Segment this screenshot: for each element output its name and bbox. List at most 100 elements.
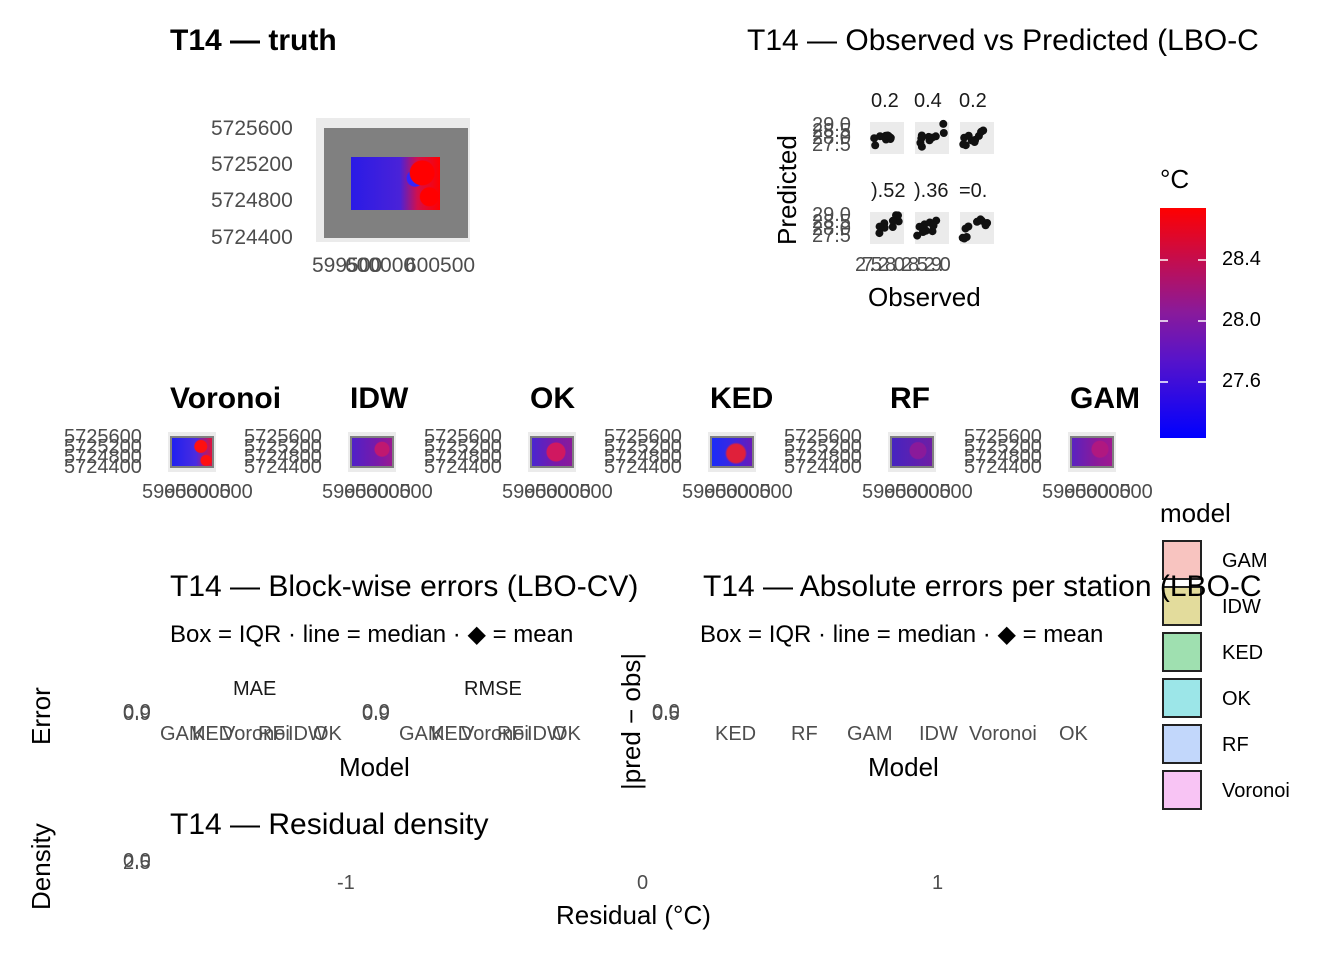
model-map-y-tick: 5725200 [604,436,682,458]
density-x-tick: 1 [932,872,944,894]
model-map-title: IDW [350,382,409,415]
truth-x-tick: 599500 [312,254,383,277]
legend-title: model [1160,498,1231,528]
blockwise-x-tick: RF [258,723,285,745]
model-map-y-tick: 5724400 [424,456,502,478]
abs-errors-x-tick: RF [791,723,818,745]
model-map-y-tick: 5724800 [964,446,1042,468]
blockwise-facet-rmse: RMSE [464,678,522,700]
scatter-point [875,229,884,238]
model-map-y-tick: 5725200 [64,436,142,458]
model-map-y-tick: 5724400 [964,456,1042,478]
obs-pred-x-ticks: 27.528.028.529.0 [855,254,951,276]
truth-y-tick: 5725600 [211,117,293,140]
scatter-point [871,141,880,150]
abs-errors-x-tick: Voronoi [969,723,1037,745]
model-map-title: GAM [1070,382,1140,415]
obs-pred-title: T14 — Observed vs Predicted (LBO-C [747,24,1259,57]
model-map-x-tick: 600000 [344,481,411,503]
legend-key [1162,540,1202,580]
model-map-y-tick: 5724800 [784,446,862,468]
model-map-x-tick: 600000 [1064,481,1131,503]
model-map-x-tick: 599500 [502,481,569,503]
model-map-x-tick: 600500 [906,481,973,503]
truth-y-tick: 5725200 [211,153,293,176]
model-map-y-tick: 5725600 [64,426,142,448]
blockwise-x-tick: KED [431,723,473,745]
model-map-y-tick: 5724800 [604,446,682,468]
abs-errors-xlabel: Model [868,752,939,782]
model-map-title: OK [530,382,575,415]
colorbar [1160,208,1206,438]
abs-errors-subtitle: Box = IQR · line = median · ◆ = mean [700,621,1104,648]
obs-pred-y-tick: 29.0 [812,204,851,226]
model-map-x-tick: 599500 [142,481,209,503]
blockwise-title: T14 — Block-wise errors (LBO-CV) [170,570,639,603]
model-map-x-tick: 599500 [322,481,389,503]
legend-key [1162,678,1202,718]
abs-errors-title: T14 — Absolute errors per station (LBO-C [703,570,1262,603]
scatter-point [875,222,884,231]
model-map-y-tick: 5724800 [424,446,502,468]
scatter-point [939,119,948,128]
model-map-x-tick: 600500 [366,481,433,503]
model-map-x-tick: 600500 [726,481,793,503]
model-map-y-tick: 5725200 [784,436,862,458]
scatter-point [960,234,969,243]
obs-pred-strip: 0.2 [959,90,987,112]
scatter-point [894,217,903,226]
truth-title: T14 — truth [170,24,337,57]
blockwise-x-tick: OK [552,723,581,745]
obs-pred-ylabel: Predicted [772,135,802,245]
model-map-y-tick: 5725600 [424,426,502,448]
blockwise-x-tick: Voronoi [461,723,529,745]
colorbar-tick: 28.0 [1222,309,1261,331]
colorbar-tick: 28.4 [1222,248,1261,270]
model-map-x-tick: 600500 [546,481,613,503]
scatter-point [888,223,897,231]
abs-errors-x-tick: IDW [919,723,958,745]
model-map-y-tick: 5724400 [604,456,682,478]
scatter-point [928,133,937,142]
truth-x-tick: 600500 [405,254,476,277]
model-map-x-tick: 600000 [164,481,231,503]
model-map-y-tick: 5725600 [244,426,322,448]
model-map-y-tick: 5725600 [964,426,1042,448]
model-map-x-tick: 600000 [704,481,771,503]
blockwise-y-tick: 0.9 [123,703,151,725]
scatter-point [964,131,973,140]
blockwise-x-tick: IDW [288,723,327,745]
blockwise-xlabel: Model [339,752,410,782]
obs-pred-strip: ).36 [914,180,948,202]
scatter-point [894,211,902,220]
blockwise-subtitle: Box = IQR · line = median · ◆ = mean [170,621,574,648]
colorbar-ticks [1160,259,1206,383]
model-map-y-tick: 5725200 [244,436,322,458]
model-map-y-tick: 5724800 [244,446,322,468]
obs-pred-facets [870,119,994,244]
scatter-point [977,127,986,136]
legend-label: KED [1222,642,1264,664]
truth-y-tick: 5724400 [211,226,293,249]
model-map-x-tick: 599500 [682,481,749,503]
model-map-x-tick: 599500 [1042,481,1109,503]
model-map-field [712,438,752,466]
obs-pred-strip: 0.2 [871,90,899,112]
abs-errors-ylabel: |pred − obs| [616,652,646,790]
model-map-field [172,438,212,466]
blockwise-y-tick: 0.0 [123,701,151,723]
model-map-y-tick: 5724400 [64,456,142,478]
obs-pred-y-tick: 28.0 [812,218,851,240]
truth-y-tick: 5724800 [211,189,293,212]
scatter-point [964,222,973,231]
model-map-y-tick: 5725600 [784,426,862,448]
model-map-field [1072,438,1112,466]
model-map-x-tick: 600000 [884,481,951,503]
density-y-tick: 0.0 [123,850,151,872]
obs-pred-y-tick: 28.5 [812,211,851,233]
scatter-point [888,216,897,225]
truth-field [351,157,440,210]
model-map-x-tick: 600000 [524,481,591,503]
obs-pred-y-tick: 28.5 [812,120,851,142]
model-map-field [532,438,572,466]
